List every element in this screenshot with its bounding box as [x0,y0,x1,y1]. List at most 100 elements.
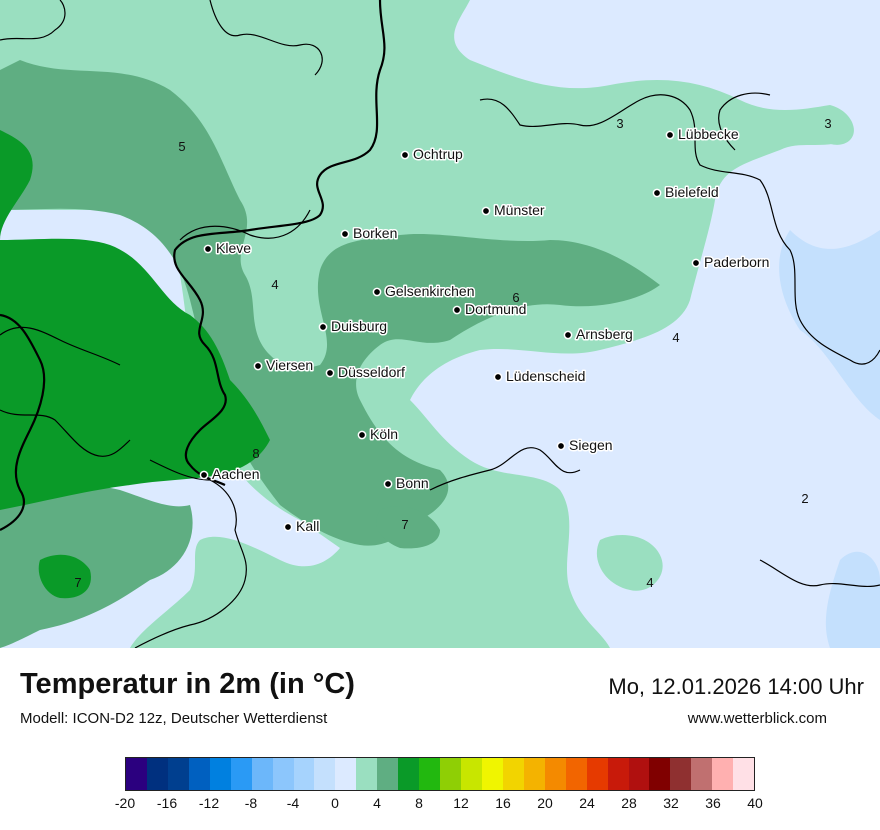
legend-swatch [586,758,608,790]
legend-tick-label: 36 [705,795,721,811]
zone-mid-green [0,60,660,546]
zone-light-green [596,535,663,591]
map-footer: Temperatur in 2m (in °C) Modell: ICON-D2… [0,648,880,830]
city-label: Siegen [569,437,613,453]
city-label: Duisburg [331,318,387,334]
legend-swatch [356,758,378,790]
legend-swatch [628,758,650,790]
city-marker-düsseldorf: Düsseldorf [325,363,407,382]
city-marker-aachen: Aachen [199,465,261,484]
city-dot [691,258,701,268]
city-marker-viersen: Viersen [253,356,315,375]
legend-swatch [523,758,545,790]
city-dot [493,372,503,382]
city-dot [340,229,350,239]
legend-tick-label: 40 [747,795,763,811]
city-label: Kleve [216,240,251,256]
legend-swatch [712,758,734,790]
city-marker-bielefeld: Bielefeld [652,183,720,202]
city-dot [563,330,573,340]
legend-tick-label: 16 [495,795,511,811]
legend-swatch [398,758,420,790]
legend-swatch [565,758,587,790]
legend-swatch [167,758,189,790]
city-marker-paderborn: Paderborn [691,253,771,272]
city-dot [318,322,328,332]
city-label: Düsseldorf [338,364,405,380]
valid-datetime: Mo, 12.01.2026 14:00 Uhr [608,674,864,699]
legend-tick-label: 20 [537,795,553,811]
legend-swatch [272,758,294,790]
legend-tick-label: 0 [331,795,339,811]
map-title: Temperatur in 2m (in °C) [20,668,355,700]
border-lines [0,0,880,648]
isotherm-label: 8 [252,446,259,461]
zone-mid-green [0,485,193,648]
legend-tick-label: -4 [286,795,300,811]
legend-ticks: -20 -16 -12 -8 -4 0 4 8 12 16 20 24 28 32 36 40 [115,795,763,811]
city-label: Borken [353,225,397,241]
city-label: Münster [494,202,545,218]
city-label: Ochtrup [413,146,463,162]
city-label: Gelsenkirchen [385,283,475,299]
city-dot [372,287,382,297]
legend-swatch [691,758,713,790]
legend-swatch [251,758,273,790]
legend-tick-label: 12 [453,795,469,811]
isotherm-label: 5 [178,139,185,154]
isotherm-label: 4 [271,277,278,292]
city-dot [481,206,491,216]
isotherm-label: 6 [512,290,519,305]
legend-swatch [607,758,629,790]
city-label: Aachen [212,466,259,482]
city-dot [283,522,293,532]
city-marker-bonn: Bonn [383,474,430,493]
legend-swatch [209,758,231,790]
legend-swatch [314,758,336,790]
city-label: Lübbecke [678,126,739,142]
legend-swatch [146,758,168,790]
legend-swatch [293,758,315,790]
website-link[interactable]: www.wetterblick.com [687,710,827,727]
city-marker-gelsenkirchen: Gelsenkirchen [372,282,476,301]
legend-swatch [670,758,692,790]
legend-swatch [419,758,441,790]
isotherm-label: 3 [824,116,831,131]
temperature-map: Ochtrup Lübbecke Bielefeld Münster Borken Kle… [0,0,880,648]
legend-tick-label: 24 [579,795,595,811]
city-marker-siegen: Siegen [556,436,614,455]
legend-swatch [733,758,755,790]
legend-tick-label: -16 [156,795,178,811]
city-marker-kall: Kall [283,517,321,536]
city-marker-arnsberg: Arnsberg [563,325,634,344]
legend-swatch [461,758,482,790]
legend-swatch [335,758,357,790]
city-marker-münster: Münster [481,201,546,220]
isotherm-label: 4 [646,575,653,590]
city-dot [357,430,367,440]
city-label: Lüdenscheid [506,368,585,384]
city-dot [556,441,566,451]
city-marker-lübbecke: Lübbecke [665,125,740,144]
city-marker-dortmund: Dortmund [452,300,528,319]
city-label: Viersen [266,357,313,373]
legend-tick-label: 4 [373,795,381,811]
city-label: Arnsberg [576,326,633,342]
city-dot [325,368,335,378]
city-marker-kleve: Kleve [203,239,253,258]
city-dot [400,150,410,160]
isotherm-label: 4 [672,330,679,345]
city-marker-köln: Köln [357,425,400,444]
city-marker-borken: Borken [340,224,399,243]
city-dot [452,305,462,315]
legend-tick-label: 28 [621,795,637,811]
city-dot [665,130,675,140]
isotherm-label: 2 [801,491,808,506]
legend-swatch [544,758,566,790]
legend-swatch [502,758,524,790]
city-dot [383,479,393,489]
zone-mid-green [376,506,440,549]
city-dot [203,244,213,254]
isotherm-label: 3 [616,116,623,131]
legend-swatch [481,758,503,790]
